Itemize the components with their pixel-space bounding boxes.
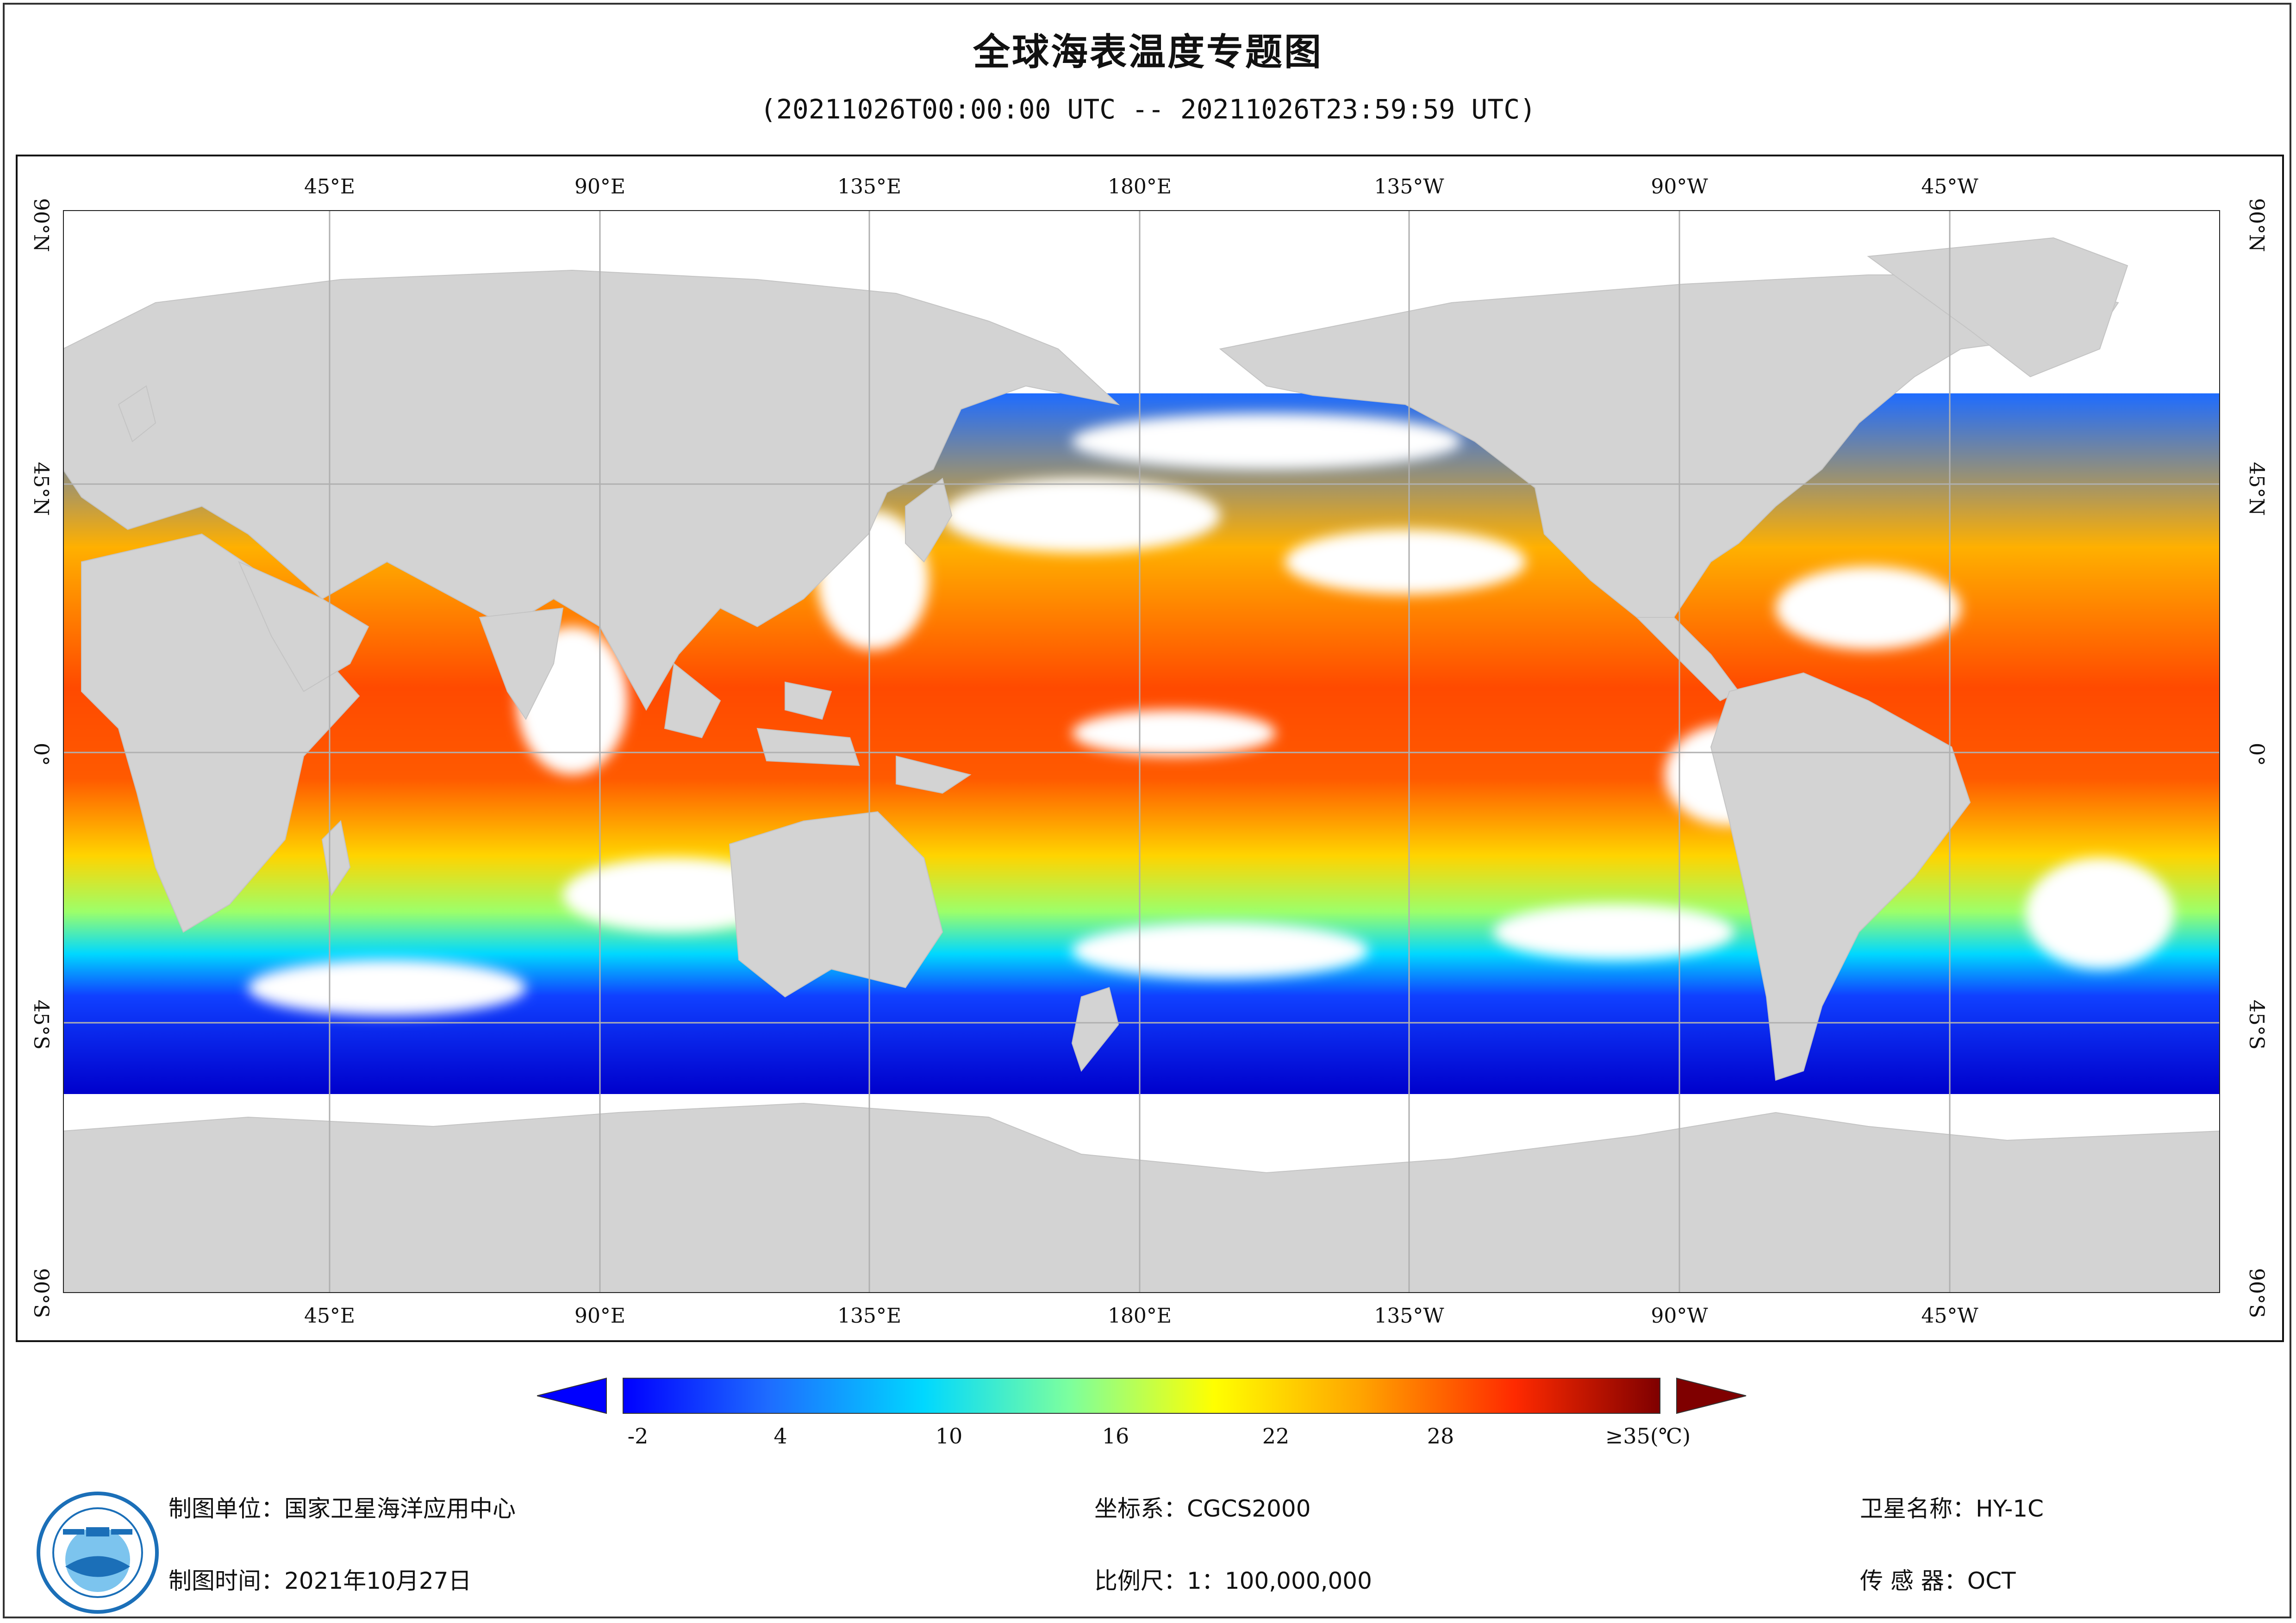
colorbar-label: 10 <box>935 1424 963 1449</box>
land-india <box>479 607 564 720</box>
lon-label-top: 90°E <box>574 175 626 199</box>
lon-label-top: 90°W <box>1651 175 1708 199</box>
lat-label-left: 90°S <box>29 1268 53 1318</box>
footer-sensor: 传 感 器：OCT <box>1860 1567 2016 1594</box>
land-uk <box>118 385 156 442</box>
lat-label-left: 45°N <box>29 462 53 516</box>
lon-label-bottom: 90°E <box>574 1304 626 1328</box>
colorbar-label: ≥35(℃) <box>1605 1424 1691 1449</box>
lon-label-top: 135°E <box>837 175 902 199</box>
footer-satellite: 卫星名称：HY-1C <box>1860 1495 2044 1522</box>
lat-label-left: 45°S <box>29 1000 53 1050</box>
lon-label-top: 180°E <box>1107 175 1172 199</box>
lat-label-right: 0° <box>2245 743 2268 766</box>
colorbar-label: 28 <box>1427 1424 1454 1449</box>
colorbar-label: 22 <box>1262 1424 1290 1449</box>
page-frame <box>3 3 2291 1618</box>
lat-label-left: 90°N <box>29 198 53 252</box>
footer-scale: 比例尺：1：100,000,000 <box>1094 1567 1372 1594</box>
lon-label-bottom: 45°E <box>304 1304 356 1328</box>
land-antarctica <box>63 1102 2220 1293</box>
land-australia <box>729 811 943 998</box>
map-title: 全球海表温度专题图 <box>973 31 1323 74</box>
land-south-america <box>1710 672 1971 1081</box>
time-range: (20211026T00:00:00 UTC -- 20211026T23:59… <box>760 93 1536 125</box>
land-arabia <box>238 561 369 692</box>
land-indonesia <box>664 663 972 794</box>
sst-map <box>63 210 2220 1293</box>
graticule <box>63 210 2220 1293</box>
colorbar-max-arrow <box>1676 1377 1747 1414</box>
footer-maker: 制图单位：国家卫星海洋应用中心 <box>168 1495 516 1522</box>
lon-label-bottom: 90°W <box>1651 1304 1708 1328</box>
colorbar <box>537 1377 1747 1414</box>
lat-label-right: 45°N <box>2245 462 2268 516</box>
lon-label-bottom: 45°W <box>1921 1304 1978 1328</box>
nsoas-logo-icon <box>37 1492 159 1614</box>
land-japan <box>905 478 953 563</box>
lat-label-right: 45°S <box>2245 1000 2268 1050</box>
lon-label-bottom: 180°E <box>1107 1304 1172 1328</box>
footer-crs: 坐标系：CGCS2000 <box>1094 1495 1311 1522</box>
lon-label-top: 45°E <box>304 175 356 199</box>
colorbar-label: 4 <box>774 1424 787 1449</box>
lat-label-left: 0° <box>29 743 53 766</box>
land <box>63 237 2220 1293</box>
land-eurasia <box>63 269 1120 711</box>
colorbar-ramp <box>623 1378 1660 1414</box>
lon-label-top: 135°W <box>1374 175 1444 199</box>
lat-label-right: 90°S <box>2245 1268 2268 1318</box>
land-greenland <box>1867 237 2128 378</box>
lon-label-bottom: 135°E <box>837 1304 902 1328</box>
lon-label-top: 45°W <box>1921 175 1978 199</box>
map-frame <box>16 155 2284 1342</box>
lat-label-right: 90°N <box>2245 198 2268 252</box>
lon-label-bottom: 135°W <box>1374 1304 1444 1328</box>
colorbar-label: 16 <box>1102 1424 1129 1449</box>
colorbar-min-arrow <box>537 1377 607 1414</box>
footer-date: 制图时间：2021年10月27日 <box>168 1567 472 1594</box>
land-new-zealand <box>1071 987 1119 1072</box>
colorbar-label: -2 <box>627 1424 649 1449</box>
